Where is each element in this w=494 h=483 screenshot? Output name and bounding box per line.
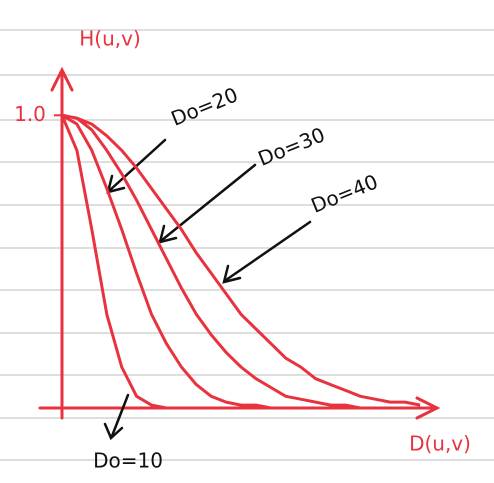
chart: H(u,v) D(u,v) 1.0 Do=10 Do=20 Do=30Do=40 (0, 0, 494, 483)
y-axis-label: H(u,v) (79, 27, 141, 51)
curve-label: Do=30 (255, 122, 329, 170)
curve-label: Do=20 (168, 82, 242, 130)
curve (62, 115, 420, 405)
y-tick-label: 1.0 (14, 102, 46, 126)
curve (62, 115, 420, 408)
curve-label: Do=10 (93, 449, 163, 473)
curve-label: Do=40 (308, 169, 382, 217)
curve (62, 115, 420, 408)
paper-rules (0, 30, 494, 460)
x-axis-label: D(u,v) (409, 432, 471, 456)
curve (62, 115, 420, 408)
